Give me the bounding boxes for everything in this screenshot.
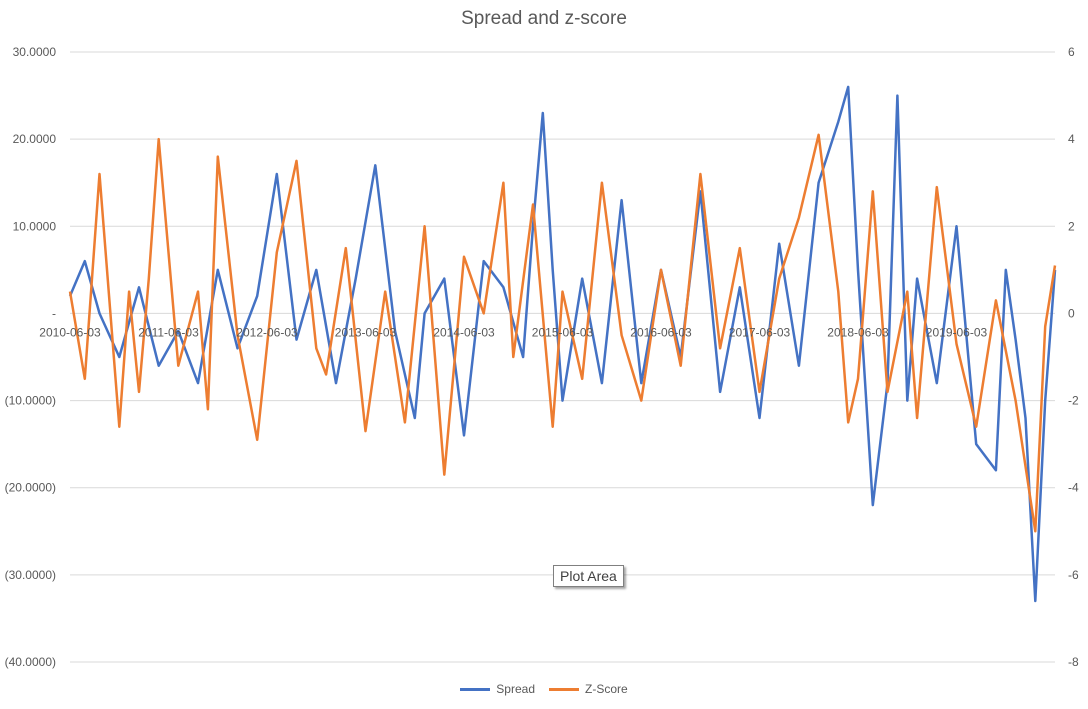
plot-area-tooltip: Plot Area bbox=[553, 565, 624, 587]
y-left-tick-label: - bbox=[52, 306, 56, 320]
y-right-tick-label: -8 bbox=[1068, 655, 1079, 669]
series-line-z-score bbox=[68, 133, 1057, 533]
x-tick-label: 2019-06-03 bbox=[926, 325, 988, 339]
x-tick-label: 2016-06-03 bbox=[630, 325, 692, 339]
y-right-tick-label: -2 bbox=[1068, 394, 1079, 408]
x-tick-label: 2012-06-03 bbox=[236, 325, 298, 339]
series-line-spread bbox=[68, 85, 1057, 603]
y-left-tick-label: 10.0000 bbox=[13, 219, 57, 233]
y-right-tick-label: 6 bbox=[1068, 45, 1075, 59]
legend-label-spread: Spread bbox=[496, 682, 535, 696]
legend-item-z-score[interactable]: Z-Score bbox=[549, 682, 628, 696]
y-right-tick-label: 4 bbox=[1068, 132, 1075, 146]
x-tick-label: 2015-06-03 bbox=[532, 325, 594, 339]
x-tick-label: 2017-06-03 bbox=[729, 325, 791, 339]
legend-swatch-spread bbox=[460, 687, 491, 691]
x-tick-label: 2014-06-03 bbox=[433, 325, 495, 339]
x-tick-label: 2013-06-03 bbox=[335, 325, 397, 339]
y-left-tick-label: 20.0000 bbox=[13, 132, 57, 146]
y-right-tick-label: 0 bbox=[1068, 306, 1075, 320]
legend-label-z-score: Z-Score bbox=[585, 682, 628, 696]
y-left-tick-label: (10.0000) bbox=[5, 394, 56, 408]
y-right-tick-label: -4 bbox=[1068, 481, 1079, 495]
x-tick-label: 2010-06-03 bbox=[39, 325, 101, 339]
y-right-tick-label: 2 bbox=[1068, 219, 1075, 233]
y-left-tick-label: 30.0000 bbox=[13, 45, 57, 59]
y-right-tick-label: -6 bbox=[1068, 568, 1079, 582]
x-tick-label: 2018-06-03 bbox=[827, 325, 889, 339]
legend-item-spread[interactable]: Spread bbox=[460, 682, 535, 696]
x-tick-label: 2011-06-03 bbox=[138, 325, 199, 339]
y-left-tick-label: (40.0000) bbox=[5, 655, 56, 669]
y-left-tick-label: (20.0000) bbox=[5, 481, 56, 495]
legend: Spread Z-Score bbox=[0, 682, 1088, 696]
y-left-tick-label: (30.0000) bbox=[5, 568, 56, 582]
legend-swatch-z-score bbox=[549, 687, 579, 691]
chart-title: Spread and z-score bbox=[461, 8, 627, 29]
